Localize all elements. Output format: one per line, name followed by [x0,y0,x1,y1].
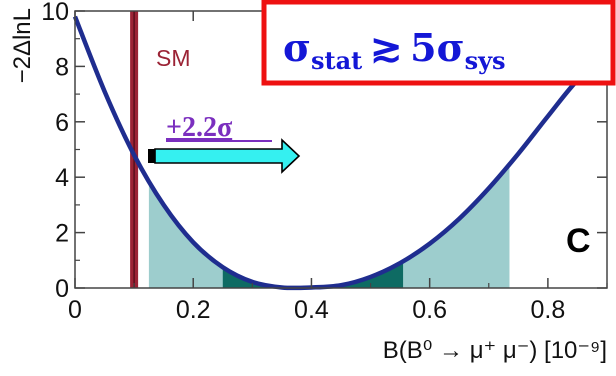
x-axis-title: B(B⁰ → μ⁺ μ⁻) [10⁻⁹] [383,337,607,364]
sm-reference [130,11,139,288]
confidence-bands [148,164,510,288]
shift-arrow-tail [148,149,155,163]
x-tick-label: 0.4 [294,296,329,324]
x-tick-label: 0.8 [531,296,566,324]
callout-sys-subscript: sys [465,46,506,75]
likelihood-curve [72,15,609,291]
band-2sigma [148,164,510,288]
y-tick-label: 0 [55,275,69,303]
axes: 0 0.2 0.4 0.6 0.8 0 2 4 6 8 10 [41,0,608,324]
shift-arrow-icon [148,138,301,174]
panel-letter: C [566,222,591,260]
callout-stat-subscript: stat [311,46,362,75]
stat-sys-callout: σstat ≳ 5σsys [261,0,616,86]
shift-arrow [154,138,301,174]
y-tick-label: 2 [55,220,69,248]
y-tick-label: 8 [55,53,69,81]
callout-text: σstat ≳ 5σsys [283,25,506,75]
likelihood-curve-group [72,15,609,291]
x-tick-label: 0.2 [176,296,211,324]
sm-label: SM [156,45,191,71]
y-tick-label: 4 [55,164,69,192]
y-axis-title: −2ΔlnL [9,8,36,83]
callout-sigma-stat: σ [283,25,311,70]
shift-sigma-label: +2.2σ [166,112,233,143]
callout-ge-symbol: ≳ [370,25,402,70]
callout-five: 5 [410,25,436,70]
x-tick-label: 0.6 [412,296,447,324]
y-tick-label: 6 [55,109,69,137]
callout-box [261,0,616,86]
x-tick-label: 0 [68,296,82,324]
y-tick-label: 10 [41,0,69,26]
callout-sigma-sys: σ [437,25,465,70]
